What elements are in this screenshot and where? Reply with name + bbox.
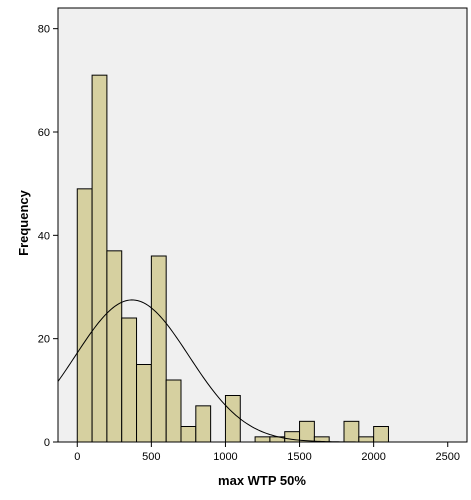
histogram-bar	[313, 436, 330, 443]
histogram-bar	[373, 426, 389, 443]
histogram-bar	[136, 364, 152, 443]
x-tick-label: 1000	[213, 451, 237, 463]
histogram-bar	[358, 436, 375, 443]
normal-curve	[57, 299, 467, 443]
histogram-bar	[224, 395, 241, 443]
histogram-bar	[91, 74, 108, 443]
histogram-bar	[150, 255, 167, 443]
histogram-bar	[165, 379, 182, 443]
x-tick-label: 0	[74, 451, 80, 463]
histogram-bar	[299, 420, 315, 443]
x-tick-label: 1500	[287, 451, 311, 463]
y-axis-title: Frequency	[16, 189, 31, 256]
x-axis-title: max WTP 50%	[218, 473, 306, 488]
histogram-bar	[254, 436, 271, 443]
x-tick-label: 500	[142, 451, 160, 463]
x-axis: 0 500 1000 1500 2000 2500	[74, 442, 460, 463]
x-tick-label: 2500	[435, 451, 459, 463]
y-axis: 0 20 40 60 80	[38, 24, 58, 449]
y-tick-label: 0	[44, 437, 50, 449]
y-tick-label: 60	[38, 127, 50, 139]
bars-group	[76, 74, 389, 443]
histogram-bar	[76, 188, 93, 443]
histogram-bar	[106, 250, 123, 443]
y-tick-label: 80	[38, 24, 50, 36]
x-tick-label: 2000	[361, 451, 385, 463]
histogram-bar	[343, 420, 360, 443]
histogram-bar	[195, 405, 212, 443]
histogram-bar	[284, 431, 301, 443]
histogram-bar	[180, 426, 197, 443]
y-tick-label: 20	[38, 334, 50, 346]
histogram-bar	[121, 317, 138, 443]
y-tick-label: 40	[38, 230, 50, 242]
